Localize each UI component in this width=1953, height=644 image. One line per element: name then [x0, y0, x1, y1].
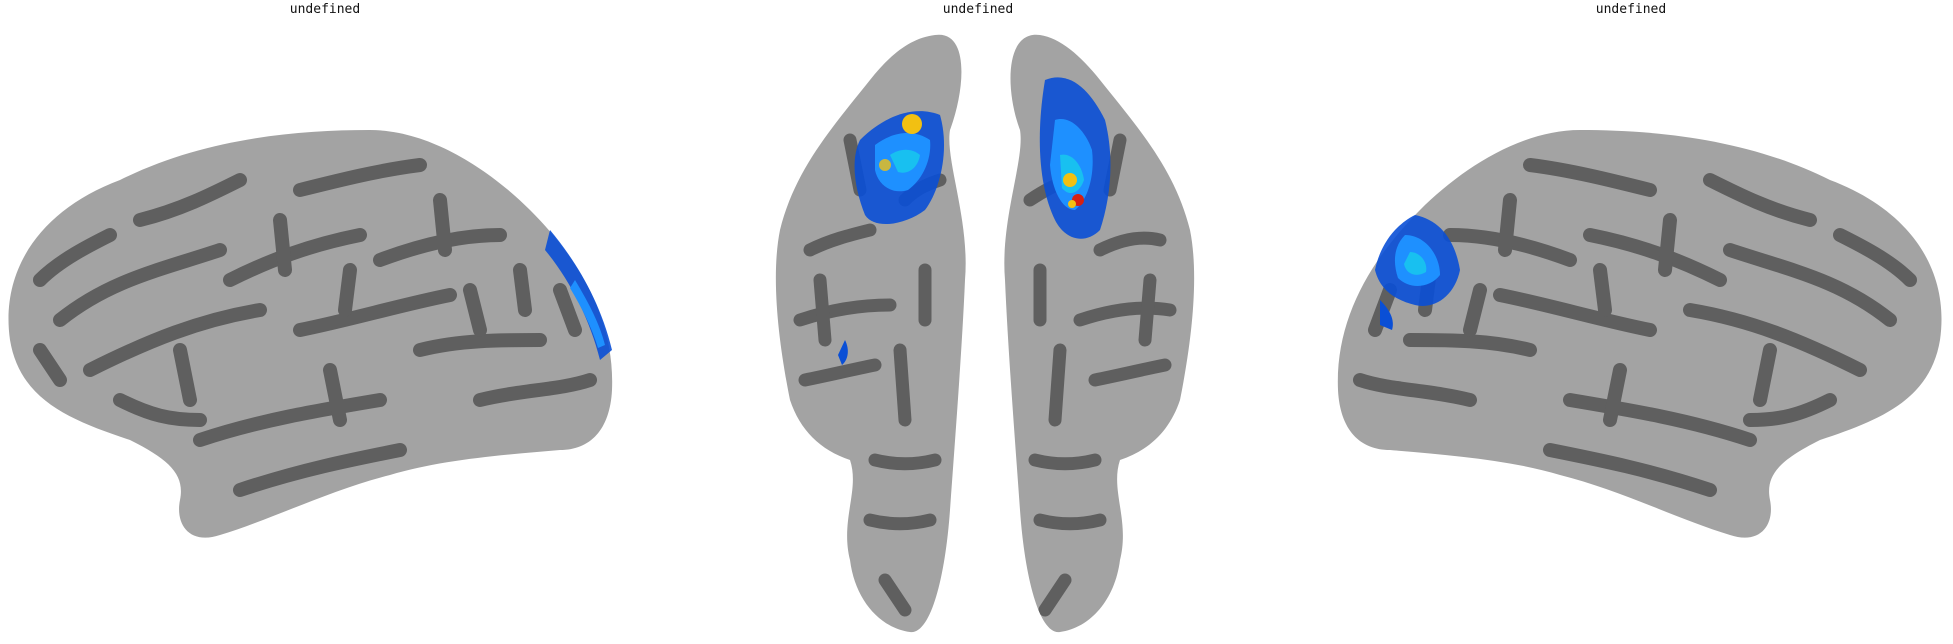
brain-surface-left	[8, 130, 613, 538]
panel-title-right: undefined	[1595, 2, 1667, 17]
brain-view-left-lateral	[0, 20, 630, 580]
panel-title-left: undefined	[289, 2, 361, 17]
panel-title-middle: undefined	[942, 2, 1014, 17]
brain-surface-dorsal	[775, 34, 1195, 633]
brain-view-right-lateral	[1320, 20, 1953, 580]
activation-right-occipital	[1375, 215, 1460, 330]
activation-right-hemisphere	[1039, 77, 1111, 239]
activation-left-hemisphere	[854, 111, 945, 225]
brain-surface-right	[1337, 130, 1942, 538]
brain-view-dorsal	[700, 20, 1260, 644]
